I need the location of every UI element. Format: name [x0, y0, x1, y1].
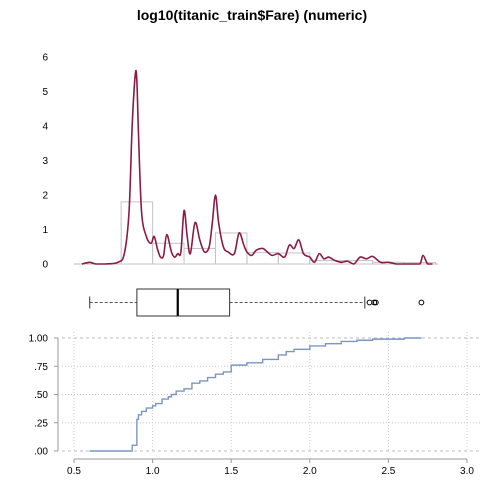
histogram-y-tick-label: 3: [42, 156, 48, 167]
ecdf-y-tick-label: .25: [34, 418, 48, 429]
ecdf-x-tick-label: 0.5: [67, 466, 81, 477]
outlier-point: [418, 299, 425, 306]
ecdf-y-tick-label: .00: [34, 447, 48, 458]
histogram-y-tick-label: 2: [42, 191, 48, 202]
ecdf-curve: [89, 337, 422, 452]
histogram-y-axis: 0 1 2 3 4 5 6: [42, 53, 48, 271]
histogram-y-tick-label: 1: [42, 225, 48, 236]
histogram-panel: 0 1 2 3 4 5 6: [42, 53, 438, 271]
ecdf-x-axis: 0.5 1.0 1.5 2.0 2.5 3.0: [67, 458, 474, 477]
ecdf-x-tick-label: 2.0: [303, 466, 317, 477]
histogram-y-tick-label: 4: [42, 122, 48, 133]
ecdf-x-tick-label: 3.0: [460, 466, 474, 477]
outlier-point: [366, 299, 373, 306]
histogram-bin: [120, 201, 154, 265]
ecdf-y-tick-label: .50: [34, 390, 48, 401]
ecdf-x-tick-label: 1.5: [224, 466, 238, 477]
density-curve: [81, 69, 433, 265]
histogram-bins: [120, 201, 437, 265]
ecdf-y-axis: .00 .25 .50 .75 1.00: [29, 334, 59, 458]
ecdf-y-tick-label: .75: [34, 362, 48, 373]
ecdf-x-tick-label: 2.5: [381, 466, 395, 477]
ecdf-x-tick-label: 1.0: [146, 466, 160, 477]
ecdf-gridlines: [62, 332, 480, 452]
boxplot-panel: [89, 288, 425, 317]
ecdf-panel: .00 .25 .50 .75 1.00 0.5 1.0 1.5 2.0 2.5 3.0: [29, 332, 480, 477]
histogram-y-tick-label: 5: [42, 87, 48, 98]
histogram-y-tick-label: 0: [42, 260, 48, 271]
histogram-y-tick-label: 6: [42, 53, 48, 64]
histogram-bin: [214, 232, 248, 265]
chart-title: log10(titanic_train$Fare) (numeric): [137, 7, 367, 23]
outlier-point: [372, 299, 379, 306]
ecdf-y-tick-label: 1.00: [29, 334, 49, 345]
interquartile-box: [136, 288, 231, 317]
histogram-bin: [277, 252, 311, 265]
